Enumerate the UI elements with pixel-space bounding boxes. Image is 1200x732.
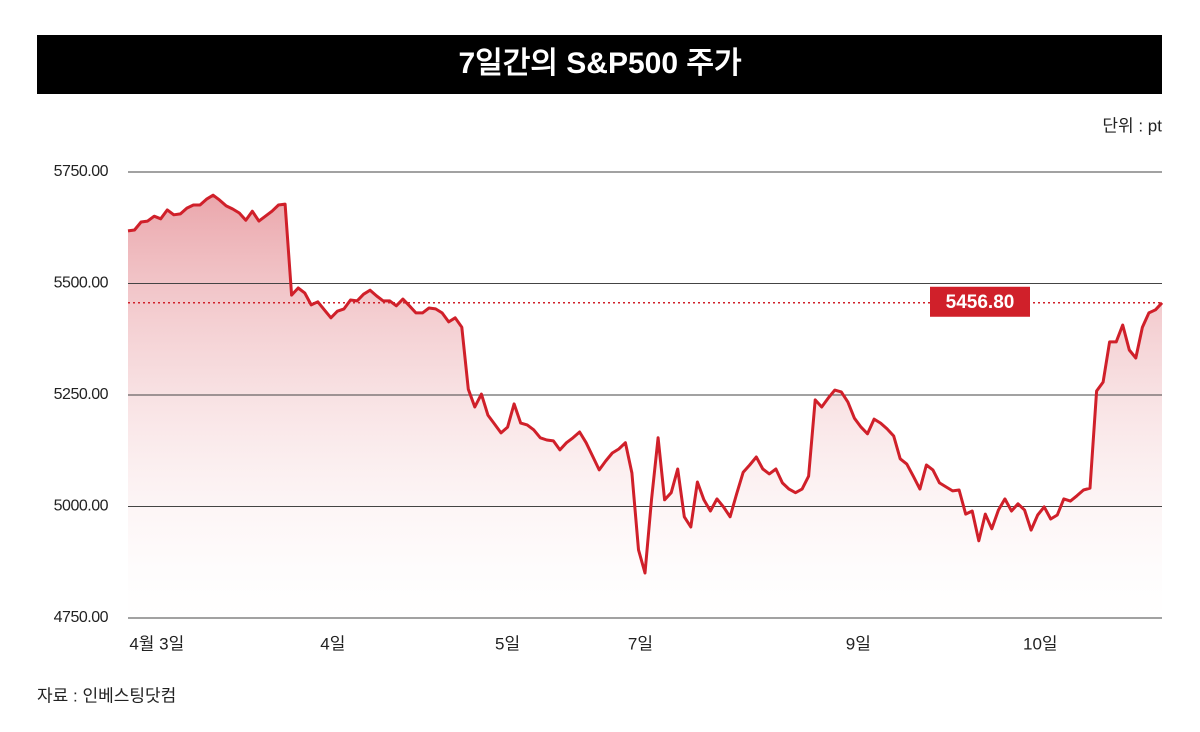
x-tick-label: 4일 — [320, 634, 345, 653]
y-tick-label: 5750.00 — [54, 163, 109, 180]
x-tick-label: 5일 — [495, 634, 520, 653]
y-tick-label: 5250.00 — [54, 386, 109, 403]
annotation-label: 5456.80 — [946, 292, 1015, 313]
y-tick-label: 4750.00 — [54, 609, 109, 626]
area — [128, 195, 1162, 618]
unit-label: 단위 : pt — [1102, 116, 1162, 135]
y-tick-label: 5000.00 — [54, 498, 109, 515]
y-tick-label: 5500.00 — [54, 275, 109, 292]
chart-title: 7일간의 S&P500 주가 — [458, 47, 741, 80]
title-bar — [37, 35, 1162, 94]
annotation-box — [930, 286, 1030, 317]
source-label: 자료 : 인베스팅닷컴 — [37, 686, 176, 705]
line — [127, 193, 1164, 575]
x-tick-label: 7일 — [628, 634, 653, 653]
x-tick-label: 10일 — [1023, 634, 1058, 653]
x-tick-label: 4월 3일 — [129, 634, 184, 653]
x-tick-label: 9일 — [846, 634, 871, 653]
